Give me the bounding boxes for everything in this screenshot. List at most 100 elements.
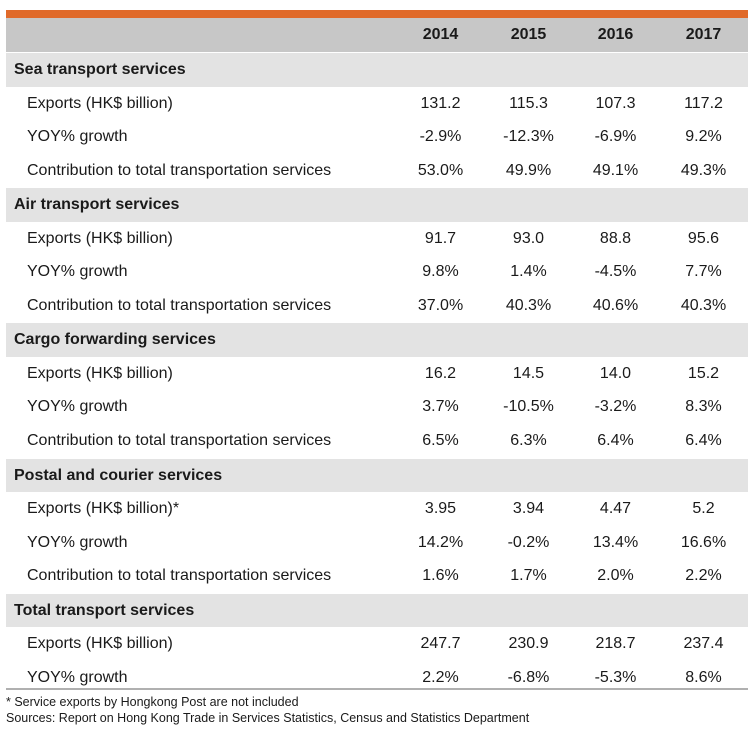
table-cell: 1.4%: [510, 263, 547, 281]
table-cell: 2.0%: [597, 567, 634, 585]
table-cell: 8.3%: [685, 398, 722, 416]
table-cell: 6.4%: [597, 432, 634, 450]
table-cell: 6.4%: [685, 432, 722, 450]
table-row: Contribution to total transportation ser…: [6, 154, 748, 188]
table-cell: -6.8%: [507, 668, 550, 686]
sources-note: Sources: Report on Hong Kong Trade in Se…: [6, 711, 530, 725]
table-cell: 16.2: [424, 364, 457, 382]
row-label: Contribution to total transportation ser…: [27, 432, 332, 450]
table-row: Exports (HK$ billion) 131.2 115.3 107.3 117.…: [6, 87, 748, 121]
table-row: Contribution to total transportation ser…: [6, 559, 748, 593]
row-label: YOY% growth: [27, 398, 128, 416]
table-cell: 88.8: [599, 229, 632, 247]
table-cell: 15.2: [687, 364, 720, 382]
table-cell: 49.9%: [505, 161, 552, 179]
table-cell: 3.7%: [422, 398, 459, 416]
table-cell: 230.9: [508, 635, 549, 653]
table-cell: -2.9%: [419, 128, 462, 146]
table-notes: * Service exports by Hongkong Post are n…: [6, 694, 529, 726]
table-cell: 1.6%: [422, 567, 459, 585]
row-label: Exports (HK$ billion): [27, 94, 173, 112]
table-row: YOY% growth 3.7% -10.5% -3.2% 8.3%: [6, 390, 748, 424]
table-cell: -10.5%: [503, 398, 554, 416]
table-cell: 49.1%: [592, 161, 639, 179]
table-cell: 247.7: [420, 635, 461, 653]
table-bottom-rule: [6, 688, 748, 690]
footnote: * Service exports by Hongkong Post are n…: [6, 695, 299, 709]
table-cell: 40.6%: [592, 296, 639, 314]
table-body: Sea transport services Exports (HK$ billi…: [6, 52, 748, 694]
section-title: Sea transport services: [14, 61, 186, 78]
year-header-2015: 2015: [510, 26, 547, 43]
table-cell: -6.9%: [594, 128, 637, 146]
section-title: Total transport services: [14, 601, 195, 619]
row-label: Contribution to total transportation ser…: [27, 296, 332, 314]
section-header-row: Total transport services: [6, 592, 748, 628]
year-header-2016: 2016: [597, 26, 634, 43]
table-row: YOY% growth 9.8% 1.4% -4.5% 7.7%: [6, 255, 748, 289]
table-cell: 93.0: [512, 229, 545, 247]
accent-bar: [6, 10, 748, 18]
year-header-2017: 2017: [685, 26, 722, 43]
table-cell: 95.6: [687, 229, 720, 247]
table-cell: -12.3%: [503, 128, 554, 146]
year-header-2014: 2014: [422, 26, 459, 43]
row-label: YOY% growth: [27, 263, 128, 281]
table-cell: 131.2: [420, 94, 461, 112]
section-header-row: Cargo forwarding services: [6, 322, 748, 357]
row-label: Exports (HK$ billion): [27, 229, 173, 247]
row-label: YOY% growth: [27, 128, 128, 146]
table-cell: 6.5%: [422, 432, 459, 450]
section-header-row: Postal and courier services: [6, 457, 748, 493]
table-cell: 91.7: [424, 229, 457, 247]
table-cell: -0.2%: [507, 533, 550, 551]
table-cell: 107.3: [595, 94, 636, 112]
table-cell: 8.6%: [685, 668, 722, 686]
section-title: Postal and courier services: [14, 466, 223, 484]
section-header-row: Air transport services: [6, 187, 748, 222]
table-cell: -4.5%: [594, 263, 637, 281]
table-cell: 115.3: [509, 94, 548, 112]
table-cell: 117.2: [684, 94, 723, 112]
table-row: Exports (HK$ billion) 16.2 14.5 14.0 15.2: [6, 357, 748, 391]
table-row: Contribution to total transportation ser…: [6, 424, 748, 458]
section-header-row: Sea transport services: [6, 52, 748, 87]
table-cell: 9.2%: [685, 128, 722, 146]
table-cell: 6.3%: [510, 432, 547, 450]
table-row: Contribution to total transportation ser…: [6, 289, 748, 323]
table-cell: 5.2: [692, 500, 715, 518]
table-cell: 40.3%: [505, 296, 552, 314]
table-cell: 237.4: [683, 635, 724, 653]
table-cell: 40.3%: [680, 296, 727, 314]
table-row: YOY% growth 14.2% -0.2% 13.4% 16.6%: [6, 526, 748, 560]
table-cell: 1.7%: [510, 567, 547, 585]
table-row: YOY% growth -2.9% -12.3% -6.9% 9.2%: [6, 120, 748, 154]
section-title: Air transport services: [14, 196, 180, 214]
table-cell: 16.6%: [680, 533, 727, 551]
table-cell: 3.95: [424, 500, 457, 518]
table-cell: 4.47: [599, 500, 632, 518]
table-cell: 37.0%: [417, 296, 464, 314]
table-cell: 2.2%: [685, 567, 722, 585]
table-row: YOY% growth 2.2% -6.8% -5.3% 8.6%: [6, 661, 748, 695]
table-header: 2014 2015 2016 2017: [6, 18, 748, 53]
table-cell: 7.7%: [685, 263, 722, 281]
row-label: Contribution to total transportation ser…: [27, 161, 332, 179]
table-cell: 218.7: [595, 635, 636, 653]
table-cell: 2.2%: [422, 668, 459, 686]
section-title: Cargo forwarding services: [14, 331, 216, 349]
row-label: Exports (HK$ billion): [27, 635, 173, 653]
table-cell: 14.2%: [417, 533, 464, 551]
table-cell: 3.94: [512, 500, 545, 518]
table-row: Exports (HK$ billion) 247.7 230.9 218.7 237.…: [6, 627, 748, 661]
table-cell: -5.3%: [594, 668, 637, 686]
table-row: Exports (HK$ billion)* 3.95 3.94 4.47 5.2: [6, 492, 748, 526]
table-cell: 14.0: [599, 364, 632, 382]
row-label: YOY% growth: [27, 533, 128, 551]
row-label: Contribution to total transportation ser…: [27, 567, 332, 585]
row-label: YOY% growth: [27, 668, 128, 686]
table-cell: 49.3%: [680, 161, 727, 179]
table-cell: 14.5: [512, 364, 545, 382]
table-cell: 53.0%: [417, 161, 464, 179]
